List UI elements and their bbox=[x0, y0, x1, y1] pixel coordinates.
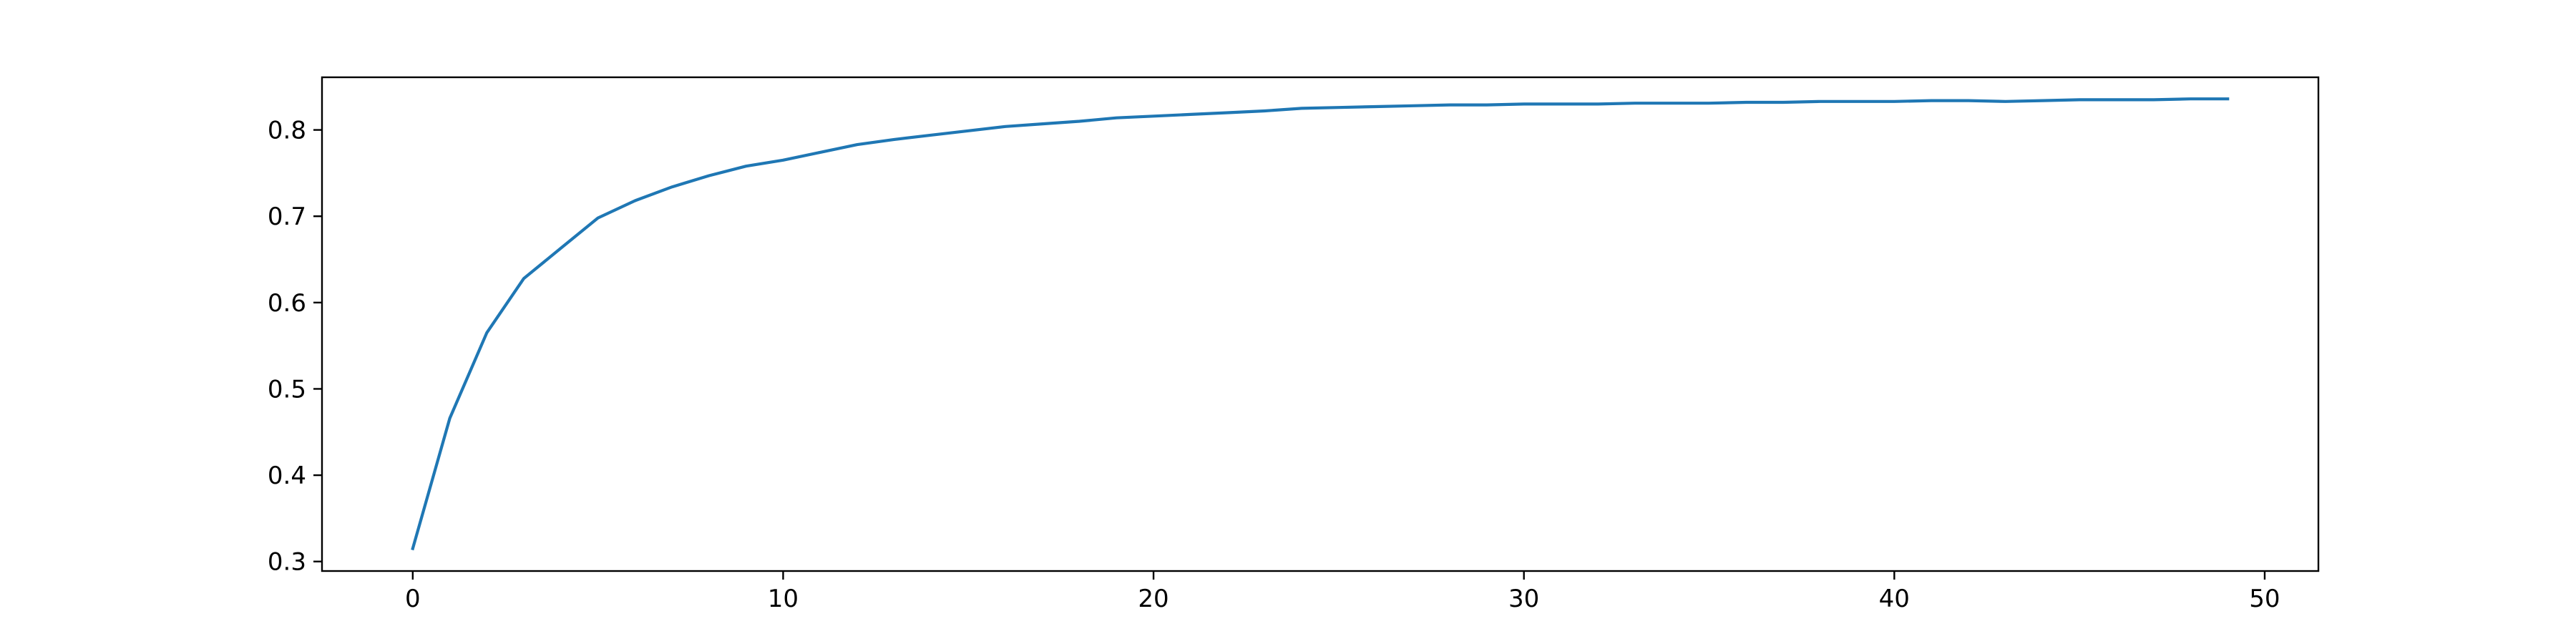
x-tick-label: 0 bbox=[405, 585, 421, 613]
series-line bbox=[411, 97, 2230, 551]
x-tick-label: 50 bbox=[2249, 585, 2280, 613]
y-tick-label: 0.7 bbox=[268, 203, 306, 231]
x-tick-label: 30 bbox=[1508, 585, 1539, 613]
axes-frame bbox=[321, 76, 2320, 572]
x-axis: 0 10 20 30 40 50 bbox=[405, 571, 2280, 613]
y-axis: 0.3 0.4 0.5 0.6 0.7 0.8 bbox=[268, 117, 322, 577]
y-tick-label: 0.8 bbox=[268, 117, 306, 145]
x-tick-label: 20 bbox=[1138, 585, 1169, 613]
x-tick-label: 10 bbox=[768, 585, 799, 613]
y-tick-label: 0.6 bbox=[268, 289, 306, 318]
y-tick-label: 0.5 bbox=[268, 375, 306, 404]
y-tick-label: 0.3 bbox=[268, 548, 306, 577]
plot-area bbox=[411, 97, 2230, 551]
y-tick-label: 0.4 bbox=[268, 462, 306, 490]
x-tick-label: 40 bbox=[1879, 585, 1910, 613]
